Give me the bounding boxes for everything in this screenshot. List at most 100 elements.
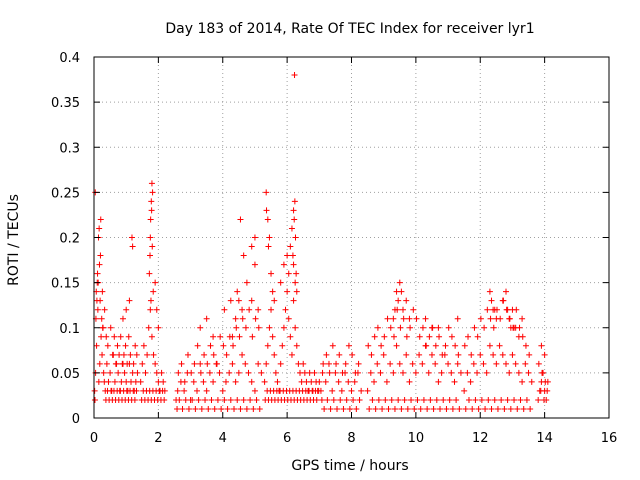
y-tick-label: 0.15 <box>51 277 80 292</box>
data-point <box>316 378 323 385</box>
data-point <box>488 405 495 412</box>
data-point <box>253 396 260 403</box>
data-point <box>478 396 485 403</box>
data-point <box>219 387 226 394</box>
data-point <box>153 306 160 313</box>
data-point <box>249 333 256 340</box>
data-point <box>486 342 493 349</box>
data-point <box>236 333 243 340</box>
data-point <box>271 297 278 304</box>
data-point <box>94 270 101 277</box>
data-point <box>288 225 295 232</box>
x-tick-label: 12 <box>472 431 489 446</box>
data-point <box>391 306 398 313</box>
data-point <box>179 405 186 412</box>
data-point <box>218 405 225 412</box>
data-point <box>292 324 299 331</box>
data-point <box>204 360 211 367</box>
data-point <box>503 360 509 367</box>
data-point <box>112 360 119 367</box>
data-point <box>240 252 247 259</box>
data-point <box>326 369 333 376</box>
x-tick-label: 8 <box>347 431 355 446</box>
data-point <box>345 378 352 385</box>
data-point <box>109 351 116 358</box>
data-point <box>242 360 249 367</box>
data-point <box>279 342 286 349</box>
data-point <box>188 369 195 376</box>
data-point <box>324 396 331 403</box>
data-point <box>147 234 154 241</box>
data-point <box>426 333 433 340</box>
data-point <box>181 378 188 385</box>
data-point <box>540 396 547 403</box>
data-point <box>342 360 349 367</box>
data-point <box>535 360 542 367</box>
y-axis-title: ROTI / TECUs <box>6 194 22 286</box>
data-point <box>232 378 239 385</box>
data-point <box>407 324 414 331</box>
data-point <box>472 396 479 403</box>
data-point <box>207 342 214 349</box>
data-point <box>493 315 500 322</box>
data-point <box>482 405 489 412</box>
data-point <box>318 396 325 403</box>
data-point <box>414 396 421 403</box>
data-point <box>378 342 385 349</box>
data-point <box>317 387 324 394</box>
data-point <box>383 378 390 385</box>
data-point <box>474 333 481 340</box>
data-point <box>292 234 299 241</box>
data-point <box>158 369 165 376</box>
data-point <box>400 369 406 376</box>
data-point <box>174 405 181 412</box>
data-point <box>396 279 403 286</box>
data-point <box>523 396 530 403</box>
data-point <box>395 297 402 304</box>
data-point <box>465 333 472 340</box>
data-point <box>251 261 258 268</box>
data-point <box>544 387 551 394</box>
data-point <box>490 324 497 331</box>
data-point <box>464 369 471 376</box>
data-point <box>428 324 435 331</box>
data-point <box>423 342 430 349</box>
data-point <box>436 333 443 340</box>
data-point <box>285 315 292 322</box>
data-point <box>178 360 185 367</box>
data-point <box>129 243 136 250</box>
data-point <box>511 324 518 331</box>
data-point <box>416 351 423 358</box>
data-point <box>210 378 217 385</box>
data-point <box>509 306 516 313</box>
data-point <box>240 396 247 403</box>
data-point <box>409 360 416 367</box>
data-point <box>101 306 108 313</box>
data-point <box>538 342 545 349</box>
y-tick-label: 0.05 <box>51 367 80 382</box>
data-point <box>255 360 262 367</box>
data-point <box>506 315 513 322</box>
data-point <box>100 324 107 331</box>
data-point <box>356 396 363 403</box>
data-point <box>96 360 103 367</box>
data-point <box>227 297 234 304</box>
data-point <box>515 333 522 340</box>
data-point <box>491 396 498 403</box>
data-point <box>371 333 378 340</box>
data-point <box>149 243 156 250</box>
data-point <box>477 351 484 358</box>
data-point <box>117 333 124 340</box>
data-point <box>365 342 372 349</box>
data-point <box>401 396 408 403</box>
data-point <box>202 396 209 403</box>
data-point <box>211 405 218 412</box>
data-point <box>371 378 378 385</box>
data-point <box>339 369 346 376</box>
data-point <box>395 396 402 403</box>
data-point <box>320 360 327 367</box>
x-tick-label: 0 <box>90 431 98 446</box>
data-point <box>453 396 460 403</box>
data-point <box>369 396 376 403</box>
data-point <box>445 360 452 367</box>
